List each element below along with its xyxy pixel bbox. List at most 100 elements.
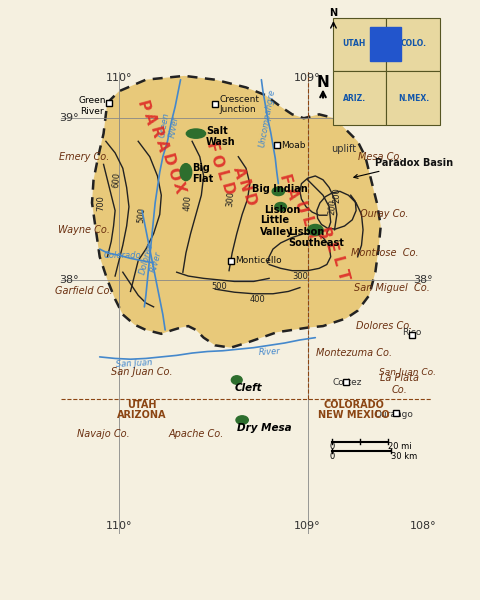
Ellipse shape bbox=[272, 187, 285, 196]
Ellipse shape bbox=[275, 203, 287, 211]
Text: River: River bbox=[258, 346, 280, 356]
Text: 200: 200 bbox=[332, 187, 341, 203]
Text: F: F bbox=[203, 140, 220, 154]
Text: Green
River: Green River bbox=[157, 112, 181, 140]
Text: D: D bbox=[240, 192, 258, 208]
Text: 0: 0 bbox=[330, 442, 335, 451]
Text: 110°: 110° bbox=[106, 521, 132, 532]
Text: Cleft: Cleft bbox=[234, 383, 262, 394]
Text: Paradox Basin: Paradox Basin bbox=[354, 158, 454, 178]
Text: N: N bbox=[317, 74, 329, 89]
Text: ARIZ.: ARIZ. bbox=[343, 94, 366, 103]
Text: 109°: 109° bbox=[294, 521, 321, 532]
Text: San Juan: San Juan bbox=[116, 358, 153, 368]
Text: Dry Mesa: Dry Mesa bbox=[237, 423, 291, 433]
Text: Salt
Wash: Salt Wash bbox=[206, 126, 236, 148]
Text: T: T bbox=[304, 228, 321, 242]
Text: A: A bbox=[229, 164, 247, 180]
Text: O: O bbox=[164, 166, 182, 182]
Text: Montrose  Co.: Montrose Co. bbox=[351, 248, 419, 258]
Text: Durango: Durango bbox=[374, 410, 413, 419]
Text: T: T bbox=[335, 268, 352, 282]
Text: Grand Co.: Grand Co. bbox=[337, 84, 386, 94]
Text: Uncompahgre: Uncompahgre bbox=[258, 88, 277, 148]
Text: L: L bbox=[298, 215, 314, 228]
Bar bbox=[371, 27, 401, 61]
Text: O: O bbox=[208, 153, 226, 170]
Text: N: N bbox=[235, 178, 252, 194]
Ellipse shape bbox=[236, 416, 248, 424]
Text: La Plata
Co.: La Plata Co. bbox=[381, 373, 420, 395]
Polygon shape bbox=[386, 18, 441, 71]
Text: Monticello: Monticello bbox=[235, 256, 282, 265]
Text: 108°: 108° bbox=[410, 521, 436, 532]
Text: Crescent
Junction: Crescent Junction bbox=[219, 95, 259, 114]
Polygon shape bbox=[334, 18, 386, 71]
Text: ARIZONA: ARIZONA bbox=[117, 410, 167, 419]
Text: San Juan Co.: San Juan Co. bbox=[379, 368, 436, 377]
Text: 500: 500 bbox=[137, 206, 147, 223]
Text: UTAH: UTAH bbox=[343, 40, 366, 49]
Text: San Juan Co.: San Juan Co. bbox=[111, 367, 173, 377]
Text: L: L bbox=[213, 169, 230, 182]
Text: 400: 400 bbox=[183, 194, 193, 211]
Text: 109°: 109° bbox=[294, 73, 321, 83]
Text: 20 mi: 20 mi bbox=[388, 442, 411, 451]
Polygon shape bbox=[386, 71, 441, 125]
Text: F: F bbox=[276, 173, 293, 187]
Text: NEW MEXICO: NEW MEXICO bbox=[318, 410, 390, 419]
Text: Big Indian: Big Indian bbox=[252, 184, 308, 194]
Text: A: A bbox=[153, 139, 170, 154]
Text: uplift: uplift bbox=[331, 144, 356, 154]
Text: Dolores Co.: Dolores Co. bbox=[357, 321, 413, 331]
Text: Cortez: Cortez bbox=[333, 378, 362, 387]
Text: COLORADO: COLORADO bbox=[324, 400, 384, 410]
Text: 300: 300 bbox=[292, 272, 308, 281]
Text: 600: 600 bbox=[111, 172, 122, 188]
Text: A: A bbox=[141, 110, 158, 126]
Text: Colorado: Colorado bbox=[104, 251, 142, 260]
Text: U: U bbox=[291, 200, 309, 215]
Text: Green
River: Green River bbox=[78, 96, 106, 116]
Text: N.MEX.: N.MEX. bbox=[398, 94, 429, 103]
Polygon shape bbox=[92, 76, 381, 347]
Text: 200: 200 bbox=[327, 199, 337, 215]
Text: 38°: 38° bbox=[413, 275, 433, 285]
Text: P: P bbox=[133, 100, 151, 114]
Text: Moab: Moab bbox=[281, 140, 305, 149]
Text: B: B bbox=[314, 226, 332, 241]
Text: R: R bbox=[146, 124, 164, 140]
Text: 400: 400 bbox=[250, 295, 265, 304]
Text: Lisbon
Southeast: Lisbon Southeast bbox=[288, 227, 344, 248]
Text: 500: 500 bbox=[211, 281, 227, 290]
Text: D: D bbox=[218, 181, 236, 197]
Text: L: L bbox=[328, 255, 345, 268]
Text: N: N bbox=[329, 8, 337, 18]
Text: D: D bbox=[158, 152, 176, 168]
Text: Montezuma Co.: Montezuma Co. bbox=[316, 348, 392, 358]
Text: Mesa Co.: Mesa Co. bbox=[359, 152, 403, 161]
Text: Ouray Co.: Ouray Co. bbox=[360, 209, 409, 220]
Text: Lisbon: Lisbon bbox=[264, 205, 300, 215]
Text: X: X bbox=[169, 180, 187, 195]
Text: 38°: 38° bbox=[59, 275, 79, 285]
Text: San Miguel  Co.: San Miguel Co. bbox=[354, 283, 430, 293]
Text: 300: 300 bbox=[226, 191, 236, 208]
Text: A: A bbox=[283, 186, 301, 201]
Text: Rico: Rico bbox=[402, 328, 421, 337]
Ellipse shape bbox=[308, 224, 323, 235]
Text: 110°: 110° bbox=[106, 73, 132, 83]
Text: 39°: 39° bbox=[59, 113, 79, 123]
Text: Dolores
River: Dolores River bbox=[138, 242, 165, 278]
Polygon shape bbox=[334, 71, 386, 125]
Text: Big
Flat: Big Flat bbox=[192, 163, 213, 184]
Ellipse shape bbox=[186, 129, 205, 138]
Text: Garfield Co.: Garfield Co. bbox=[56, 286, 113, 296]
Text: Navajo Co.: Navajo Co. bbox=[77, 429, 130, 439]
Text: E: E bbox=[322, 241, 339, 254]
Text: 700: 700 bbox=[97, 195, 106, 211]
Ellipse shape bbox=[180, 164, 192, 181]
Text: UTAH: UTAH bbox=[127, 400, 157, 410]
Text: COLO.: COLO. bbox=[400, 40, 426, 49]
Text: 0: 0 bbox=[330, 452, 335, 461]
